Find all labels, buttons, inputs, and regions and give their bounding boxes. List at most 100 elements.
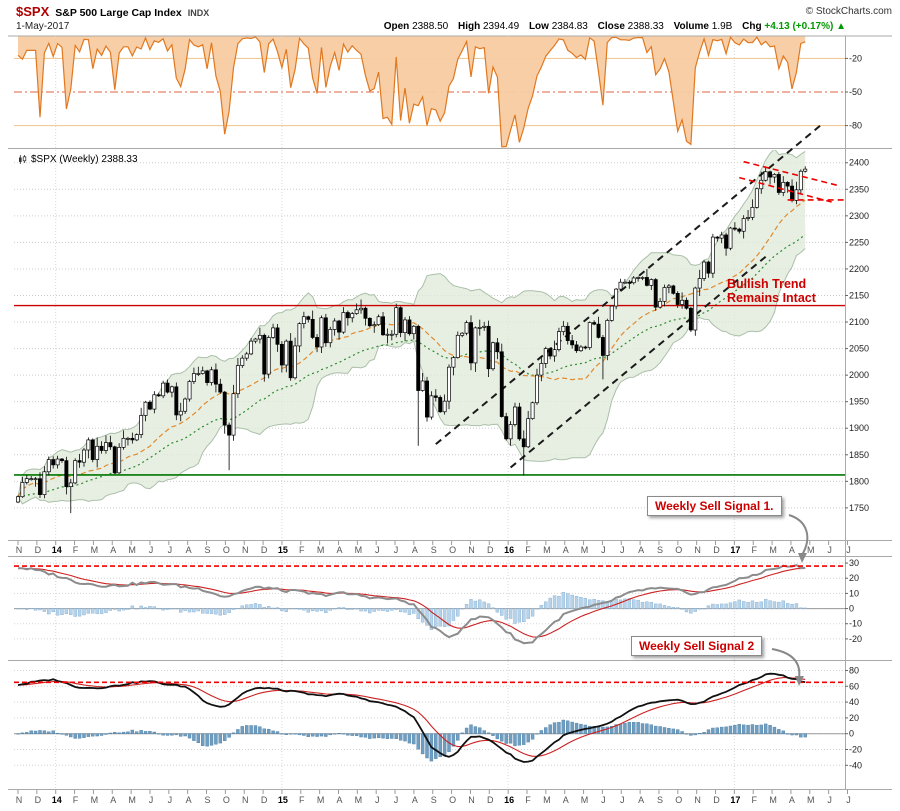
svg-text:2250: 2250 <box>849 237 869 247</box>
svg-text:1950: 1950 <box>849 397 869 407</box>
svg-text:16: 16 <box>504 545 514 555</box>
svg-text:D: D <box>713 795 720 805</box>
header: $SPX S&P 500 Large Cap Index INDX <box>16 4 209 19</box>
svg-text:A: A <box>110 795 116 805</box>
svg-text:M: M <box>769 545 777 555</box>
svg-text:J: J <box>827 545 832 555</box>
svg-text:A: A <box>789 545 795 555</box>
bullish-trend-annotation: Bullish Trend Remains Intact <box>727 277 816 305</box>
price-panel <box>14 150 845 509</box>
svg-text:F: F <box>525 545 531 555</box>
svg-text:-40: -40 <box>849 760 862 770</box>
svg-text:A: A <box>336 795 342 805</box>
svg-text:A: A <box>110 545 116 555</box>
svg-text:-10: -10 <box>849 619 862 629</box>
change-value: +4.13 (+0.17%) <box>764 21 834 32</box>
svg-text:80: 80 <box>849 665 859 675</box>
svg-text:M: M <box>769 795 777 805</box>
up-arrow-icon: ▲ <box>836 21 846 32</box>
high-value: 2394.49 <box>483 21 520 32</box>
svg-text:N: N <box>694 795 701 805</box>
svg-text:A: A <box>412 795 418 805</box>
svg-text:J: J <box>375 795 380 805</box>
open-label: Open <box>383 21 410 32</box>
svg-text:M: M <box>581 545 589 555</box>
svg-text:S: S <box>657 795 663 805</box>
svg-text:F: F <box>751 545 757 555</box>
svg-text:M: M <box>581 795 589 805</box>
svg-text:20: 20 <box>849 573 859 583</box>
svg-text:J: J <box>846 795 851 805</box>
svg-text:F: F <box>299 545 305 555</box>
svg-text:20: 20 <box>849 713 859 723</box>
svg-text:A: A <box>186 795 192 805</box>
svg-text:1750: 1750 <box>849 503 869 513</box>
svg-text:D: D <box>261 545 268 555</box>
symbol: $SPX <box>16 4 50 19</box>
svg-text:M: M <box>543 545 551 555</box>
svg-text:D: D <box>35 795 42 805</box>
svg-text:F: F <box>299 795 305 805</box>
svg-text:S: S <box>205 545 211 555</box>
close-label: Close <box>597 21 625 32</box>
svg-text:M: M <box>807 795 815 805</box>
svg-text:D: D <box>713 545 720 555</box>
svg-text:40: 40 <box>849 697 859 707</box>
svg-text:10: 10 <box>849 588 859 598</box>
svg-text:J: J <box>375 545 380 555</box>
svg-text:J: J <box>827 795 832 805</box>
svg-text:O: O <box>675 795 682 805</box>
svg-text:2050: 2050 <box>849 344 869 354</box>
svg-text:M: M <box>91 795 99 805</box>
svg-text:J: J <box>620 545 625 555</box>
wpr-panel <box>14 36 845 148</box>
sell2-arrow <box>771 648 801 679</box>
svg-text:J: J <box>394 795 399 805</box>
svg-text:A: A <box>638 545 644 555</box>
svg-text:M: M <box>317 545 325 555</box>
svg-text:F: F <box>525 795 531 805</box>
svg-text:M: M <box>543 795 551 805</box>
svg-text:J: J <box>846 545 851 555</box>
copyright: © StockCharts.com <box>805 6 892 17</box>
symbol-exchange: INDX <box>187 8 210 18</box>
svg-text:F: F <box>73 545 79 555</box>
svg-text:2000: 2000 <box>849 370 869 380</box>
svg-text:A: A <box>186 545 192 555</box>
svg-text:2350: 2350 <box>849 184 869 194</box>
volume-value: 1.9B <box>711 21 733 32</box>
weekly-sell-signal-1-label: Weekly Sell Signal 1. <box>647 496 782 516</box>
svg-text:D: D <box>35 545 42 555</box>
svg-text:A: A <box>563 795 569 805</box>
svg-text:J: J <box>601 545 606 555</box>
svg-text:2400: 2400 <box>849 158 869 168</box>
svg-text:60: 60 <box>849 681 859 691</box>
weekly-sell-signal-2-label: Weekly Sell Signal 2 <box>631 636 763 656</box>
high-label: High <box>458 21 481 32</box>
svg-text:M: M <box>355 545 363 555</box>
chart-date: 1-May-2017 <box>16 21 70 32</box>
chg-label: Chg <box>742 21 762 32</box>
svg-text:1800: 1800 <box>849 476 869 486</box>
symbol-name: S&P 500 Large Cap Index <box>55 7 182 19</box>
svg-text:F: F <box>73 795 79 805</box>
svg-text:1900: 1900 <box>849 423 869 433</box>
svg-text:-20: -20 <box>849 53 862 63</box>
price-panel-legend: $SPX (Weekly) 2388.33 <box>18 154 138 165</box>
close-value: 2388.33 <box>627 21 664 32</box>
svg-text:A: A <box>789 795 795 805</box>
svg-text:S: S <box>657 545 663 555</box>
svg-text:0: 0 <box>849 729 854 739</box>
svg-text:M: M <box>317 795 325 805</box>
svg-text:M: M <box>128 545 136 555</box>
svg-text:14: 14 <box>52 795 62 805</box>
candlestick-icon <box>19 155 27 164</box>
svg-text:S: S <box>431 545 437 555</box>
svg-text:O: O <box>449 545 456 555</box>
svg-text:2100: 2100 <box>849 317 869 327</box>
svg-text:J: J <box>149 795 154 805</box>
svg-text:M: M <box>91 545 99 555</box>
price-panel-legend-text: $SPX (Weekly) 2388.33 <box>31 154 138 165</box>
